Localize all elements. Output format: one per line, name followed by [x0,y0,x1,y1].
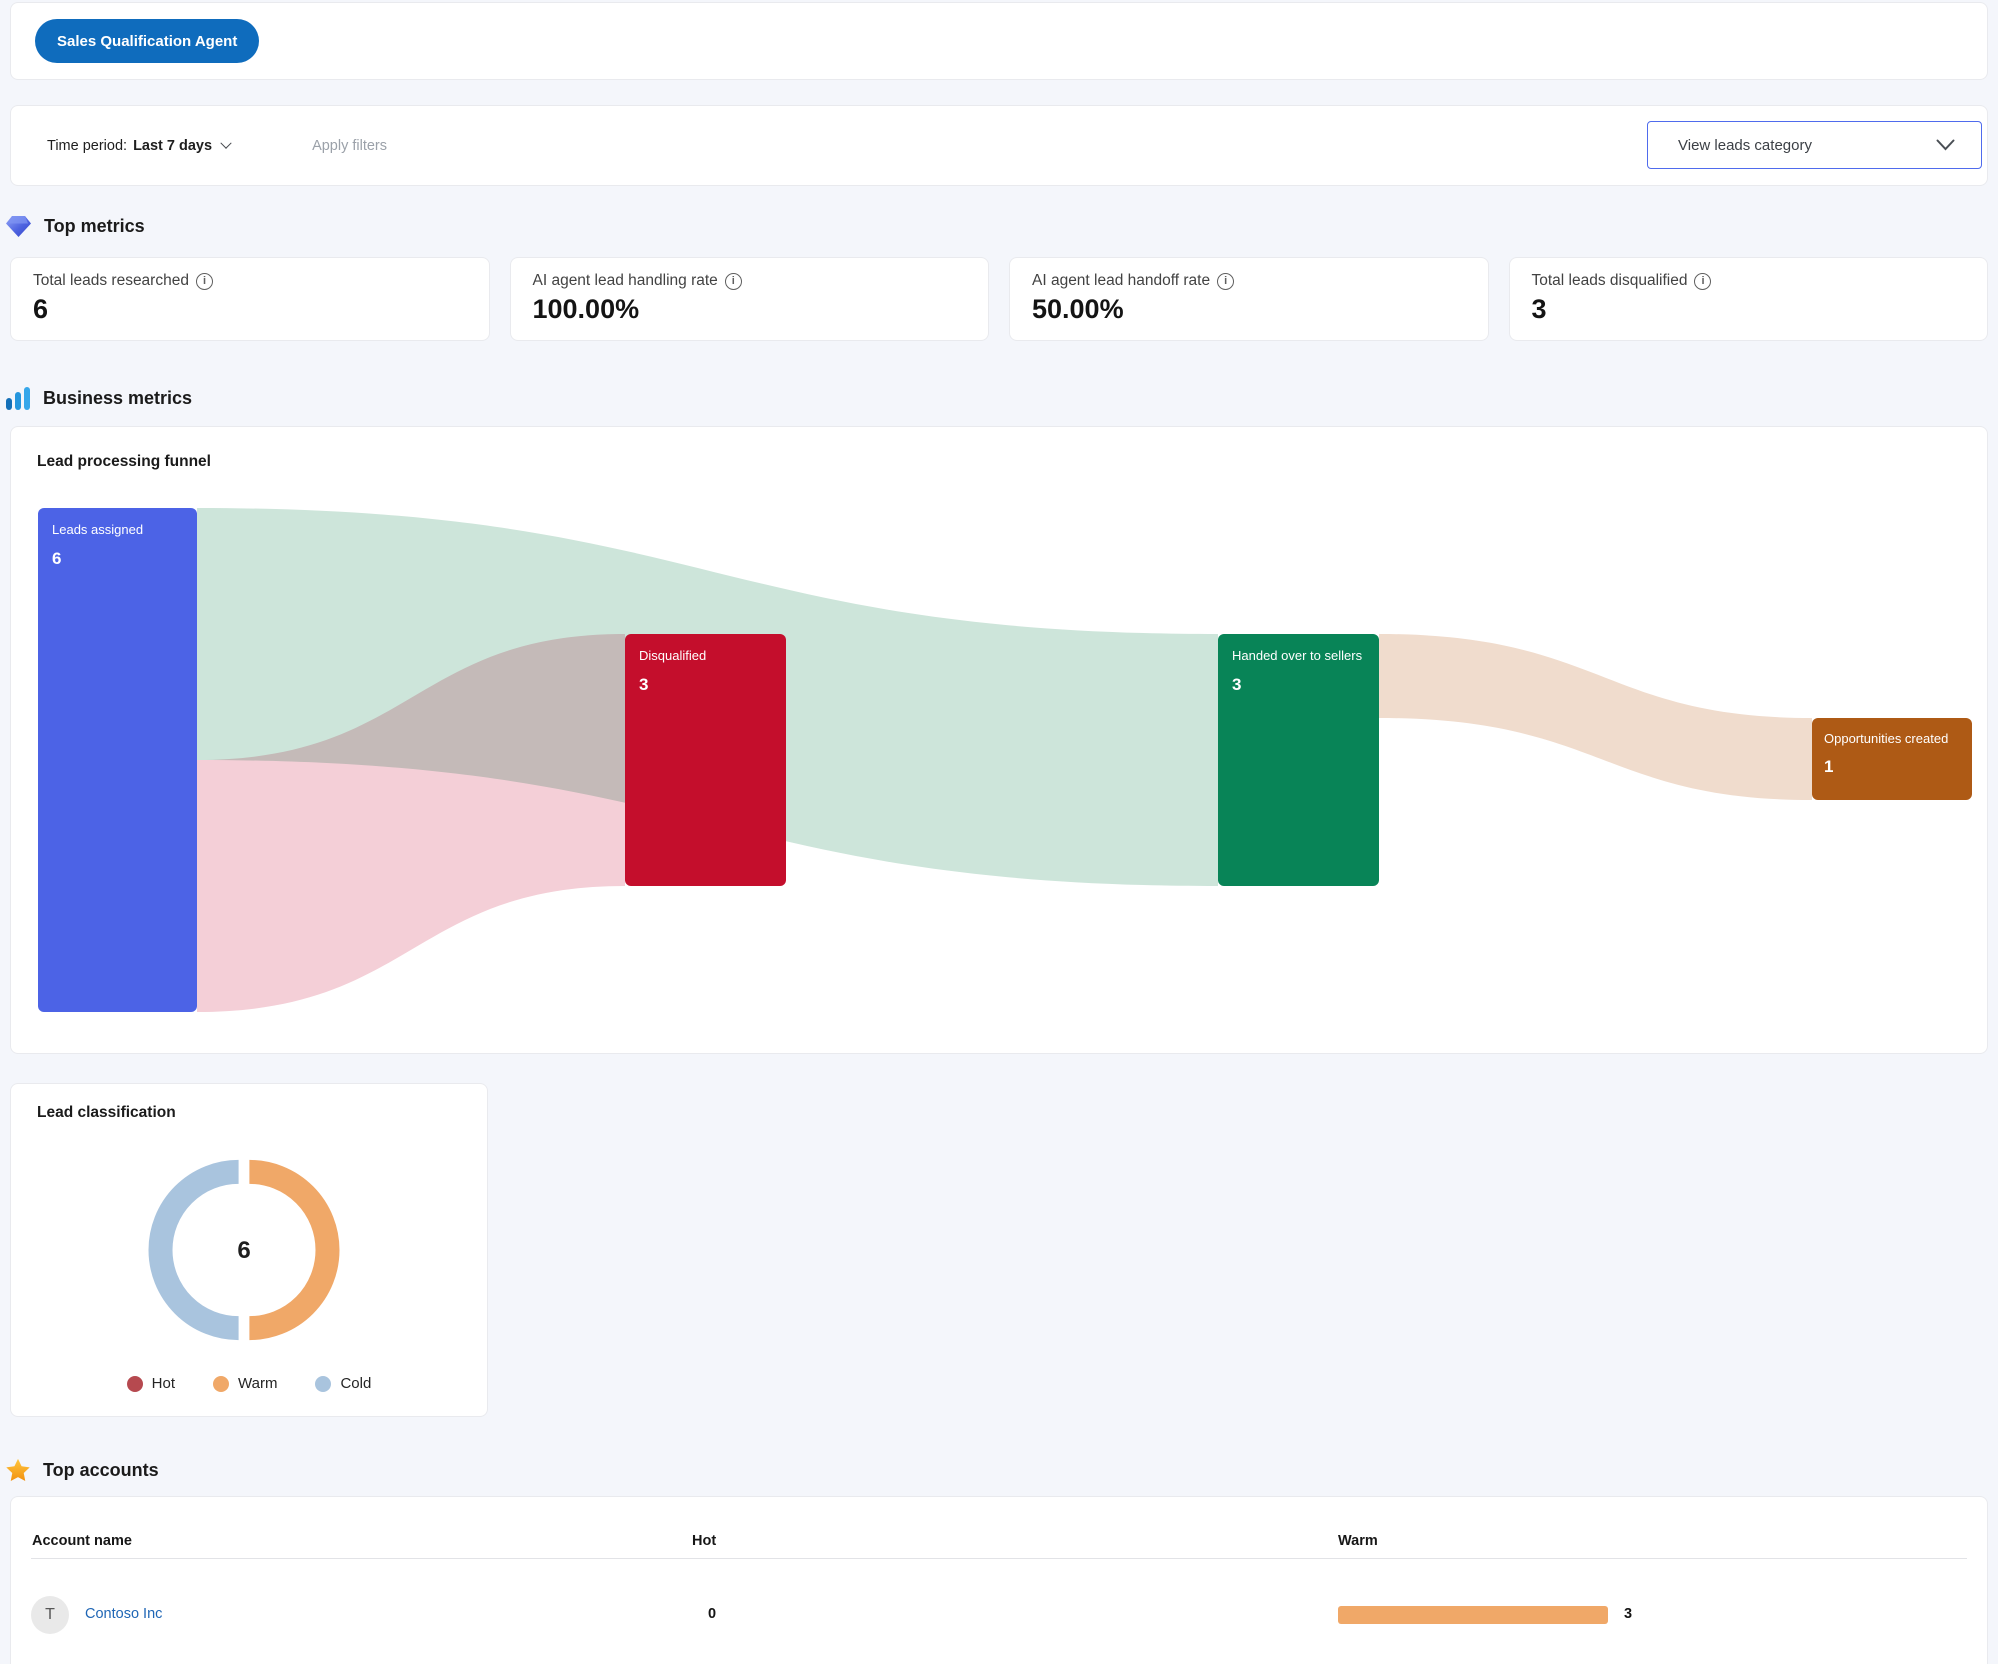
legend-label: Warm [238,1375,278,1392]
svg-text:Leads assigned: Leads assigned [52,522,143,537]
lead-processing-funnel-sankey: Leads assigned 6 Disqualified 3 Handed o… [38,508,1972,1012]
avatar: T [31,1596,69,1634]
metric-card-handling-rate: AI agent lead handling rate i 100.00% [509,257,989,341]
column-header-account-name[interactable]: Account name [32,1533,132,1549]
svg-text:1: 1 [1824,757,1833,776]
info-icon[interactable]: i [195,272,213,290]
account-link-contoso[interactable]: Contoso Inc [85,1606,163,1622]
table-header-divider [31,1558,1967,1559]
legend-item-hot[interactable]: Hot [126,1375,176,1392]
metric-value: 3 [1531,294,1547,324]
lead-classification-legend: Hot Warm Cold [11,1375,487,1392]
sankey-node-leads-assigned[interactable]: Leads assigned 6 [38,508,197,1012]
view-leads-category-label: View leads category [1678,136,1812,154]
svg-text:Handed over to sellers: Handed over to sellers [1232,648,1363,663]
chevron-down-icon [1936,139,1955,151]
business-metrics-heading: Business metrics [5,386,192,411]
metric-label: Total leads researched [33,272,189,289]
lead-processing-funnel-card: Lead processing funnel Leads assigned 6 … [10,426,1988,1054]
sankey-node-disqualified[interactable]: Disqualified 3 [625,634,786,886]
warm-dot-icon [213,1375,230,1392]
flow-leads-to-disqualified[interactable] [197,634,625,1012]
business-metrics-title: Business metrics [43,388,193,408]
warm-value: 3 [1624,1606,1633,1622]
top-metrics-title: Top metrics [44,216,145,236]
metric-value: 6 [33,294,49,324]
legend-item-cold[interactable]: Cold [315,1375,371,1392]
lead-classification-donut [148,1159,340,1341]
svg-text:Disqualified: Disqualified [639,648,706,663]
lead-classification-card: Lead classification 6 Hot Warm Cold [10,1083,488,1417]
hot-value: 0 [708,1606,717,1622]
svg-text:3: 3 [1232,675,1241,694]
top-accounts-heading: Top accounts [5,1458,159,1483]
chevron-down-icon [220,137,232,149]
top-metrics-row: Total leads researched i 6 AI agent lead… [10,257,1988,341]
warm-bar [1338,1606,1608,1624]
svg-text:3: 3 [639,675,648,694]
legend-item-warm[interactable]: Warm [213,1375,277,1392]
metric-card-total-leads-researched: Total leads researched i 6 [10,257,490,341]
funnel-title: Lead processing funnel [37,453,211,470]
sankey-node-opportunities-created[interactable]: Opportunities created 1 [1812,718,1972,800]
apply-filters-button[interactable]: Apply filters [312,137,388,154]
lead-classification-title: Lead classification [37,1104,176,1121]
legend-label: Hot [151,1375,176,1392]
column-header-hot[interactable]: Hot [692,1533,717,1549]
top-accounts-title: Top accounts [43,1460,159,1480]
hot-dot-icon [126,1375,143,1392]
bar-chart-icon [6,387,30,410]
top-accounts-table: Account name Hot Warm T Contoso Inc 0 3 [10,1496,1988,1664]
info-icon[interactable]: i [1217,272,1235,290]
metric-label: AI agent lead handling rate [532,272,718,289]
legend-label: Cold [340,1375,372,1392]
time-period-value: Last 7 days [133,137,213,154]
filter-bar: Time period: Last 7 days Apply filters V… [10,105,1988,186]
info-icon[interactable]: i [1694,272,1712,290]
info-icon[interactable]: i [724,272,742,290]
metric-label: Total leads disqualified [1531,272,1688,289]
metric-value: 50.00% [1032,294,1124,324]
svg-text:6: 6 [52,549,61,568]
donut-segment-warm[interactable] [249,1159,340,1341]
top-metrics-heading: Top metrics [5,214,145,239]
header-bar: Sales Qualification Agent [10,2,1988,80]
cold-dot-icon [315,1375,332,1392]
svg-text:Opportunities created: Opportunities created [1824,731,1948,746]
sales-qualification-agent-button[interactable]: Sales Qualification Agent [35,19,260,63]
gem-icon [6,216,31,237]
metric-card-leads-disqualified: Total leads disqualified i 3 [1508,257,1988,341]
star-icon [6,1458,30,1482]
metric-value: 100.00% [532,294,640,324]
sankey-node-handed-over-to-sellers[interactable]: Handed over to sellers 3 [1218,634,1379,886]
column-header-warm[interactable]: Warm [1338,1533,1378,1549]
flow-handed-over-to-opportunities[interactable] [1379,634,1812,800]
metric-label: AI agent lead handoff rate [1032,272,1211,289]
view-leads-category-dropdown[interactable]: View leads category [1647,121,1982,169]
time-period-label: Time period: [47,137,128,154]
metric-card-handoff-rate: AI agent lead handoff rate i 50.00% [1009,257,1489,341]
donut-segment-cold[interactable] [148,1159,239,1341]
time-period-filter[interactable]: Time period: Last 7 days [47,137,232,154]
